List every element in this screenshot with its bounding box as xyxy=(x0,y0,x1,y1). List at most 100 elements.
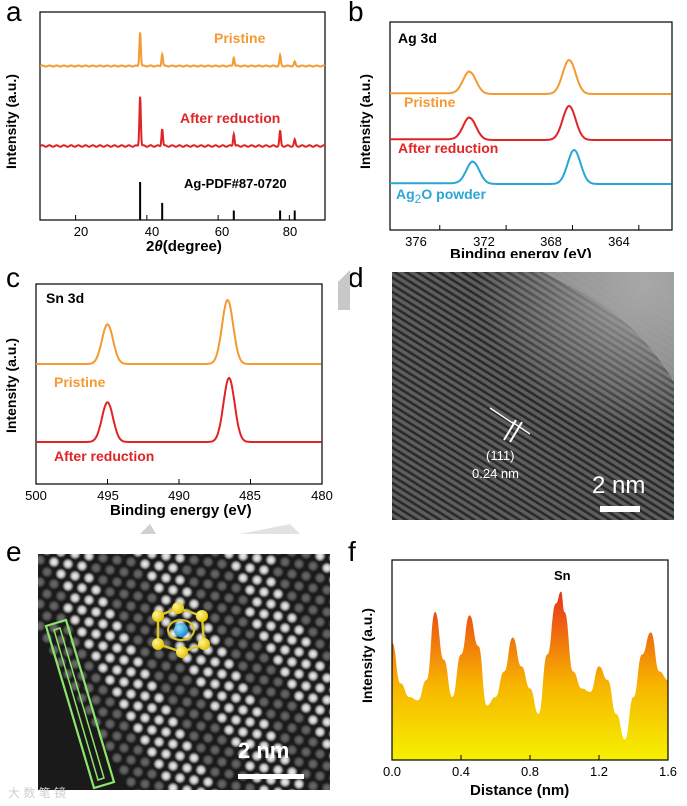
atom-column xyxy=(174,554,186,564)
atom-column xyxy=(258,784,270,790)
atom-column xyxy=(237,704,249,716)
atom-column xyxy=(104,564,116,576)
hrtem-image: (111) 0.24 nm 2 nm xyxy=(392,272,674,520)
atom-column xyxy=(125,776,137,788)
atom-column xyxy=(202,688,214,700)
atom-column xyxy=(321,782,330,790)
atom-column xyxy=(237,616,249,628)
atom-column xyxy=(272,566,284,578)
atom-column xyxy=(167,650,179,662)
atom-column xyxy=(321,738,330,750)
atom-column xyxy=(328,597,330,607)
atom-column xyxy=(118,566,130,578)
atom-column xyxy=(153,692,165,704)
atom-column xyxy=(293,690,305,702)
atom-column xyxy=(258,696,270,708)
atom-column xyxy=(237,726,249,738)
atom-column xyxy=(279,644,291,656)
atom-column xyxy=(223,658,235,670)
atom-column xyxy=(258,740,270,752)
atom-column xyxy=(111,686,123,698)
atom-column xyxy=(230,758,242,770)
atom-column xyxy=(181,696,193,708)
panel-c-reduced-trace xyxy=(36,376,322,443)
panel-b-ag2o-label: Ag2O powder xyxy=(396,186,486,206)
atom-column xyxy=(237,748,249,760)
atom-column xyxy=(196,554,206,556)
atom-column xyxy=(139,624,151,636)
atom-column xyxy=(146,680,158,692)
atom-column xyxy=(195,786,207,790)
atom-column xyxy=(55,568,67,580)
atom-column xyxy=(314,638,326,650)
atom-column xyxy=(125,666,137,678)
panel-a-pristine-label: Pristine xyxy=(214,30,266,46)
stem-image: 2 nm xyxy=(38,554,330,790)
atom-column xyxy=(181,740,193,752)
atom-column xyxy=(62,646,74,658)
atom-column xyxy=(97,640,109,652)
panel-d-spacing: 0.24 nm xyxy=(472,466,519,481)
atom-column xyxy=(111,576,123,588)
atom-column xyxy=(139,734,151,746)
atom-column xyxy=(272,610,284,622)
atom-column xyxy=(139,602,151,614)
panel-a-tick-20: 20 xyxy=(73,224,89,239)
atom-column xyxy=(181,718,193,730)
atom-column xyxy=(174,750,186,762)
atom-column xyxy=(167,782,179,790)
atom-column xyxy=(272,742,284,754)
atom-column xyxy=(146,768,158,780)
atom-column xyxy=(287,788,297,790)
atom-column xyxy=(181,784,193,790)
atom-column xyxy=(181,762,193,774)
atom-column xyxy=(83,594,95,606)
atom-column xyxy=(139,778,151,790)
panel-a-chart xyxy=(39,11,326,221)
atom-column xyxy=(314,616,326,628)
atom-column xyxy=(160,682,172,694)
atom-column xyxy=(279,732,291,744)
atom-column xyxy=(286,634,298,646)
atom-column xyxy=(314,682,326,694)
atom-column xyxy=(69,570,81,582)
atom-column xyxy=(272,764,284,776)
atom-column xyxy=(153,670,165,682)
atom-column xyxy=(76,604,88,616)
panel-a-reference-label: Ag-PDF#87-0720 xyxy=(184,176,287,191)
atom-column xyxy=(321,606,330,618)
panel-b-ag2o-post: O powder xyxy=(421,186,486,202)
atom-column xyxy=(174,706,186,718)
panel-f-tick-0.8: 0.8 xyxy=(520,764,540,779)
atom-column xyxy=(139,558,151,570)
atom-column xyxy=(104,586,116,598)
atom-column xyxy=(174,728,186,740)
atom-column xyxy=(279,710,291,722)
panel-b-reduced-trace xyxy=(390,104,672,141)
atom-column xyxy=(139,668,151,680)
atom-column xyxy=(328,663,330,673)
atom-column xyxy=(195,566,207,578)
atom-column xyxy=(146,554,158,560)
atom-column xyxy=(97,554,109,564)
atom-column xyxy=(38,610,39,618)
atom-column xyxy=(216,756,228,768)
atom-column xyxy=(286,554,298,558)
atom-column xyxy=(111,642,123,654)
atom-column xyxy=(244,562,256,574)
atom-column xyxy=(188,730,200,742)
atom-column xyxy=(83,638,95,650)
atom-column xyxy=(328,751,330,761)
atom-column xyxy=(258,674,270,686)
atom-column xyxy=(293,646,305,658)
atom-column xyxy=(174,574,186,586)
atom-column xyxy=(265,554,277,566)
atom-column xyxy=(300,614,312,626)
atom-column xyxy=(195,654,207,666)
panel-b-xlabel: Binding energy (eV) xyxy=(450,246,592,258)
atom-column xyxy=(244,628,256,640)
atom-column xyxy=(307,736,319,748)
atom-column xyxy=(321,716,330,728)
atom-column xyxy=(237,682,249,694)
atom-column xyxy=(153,758,165,770)
